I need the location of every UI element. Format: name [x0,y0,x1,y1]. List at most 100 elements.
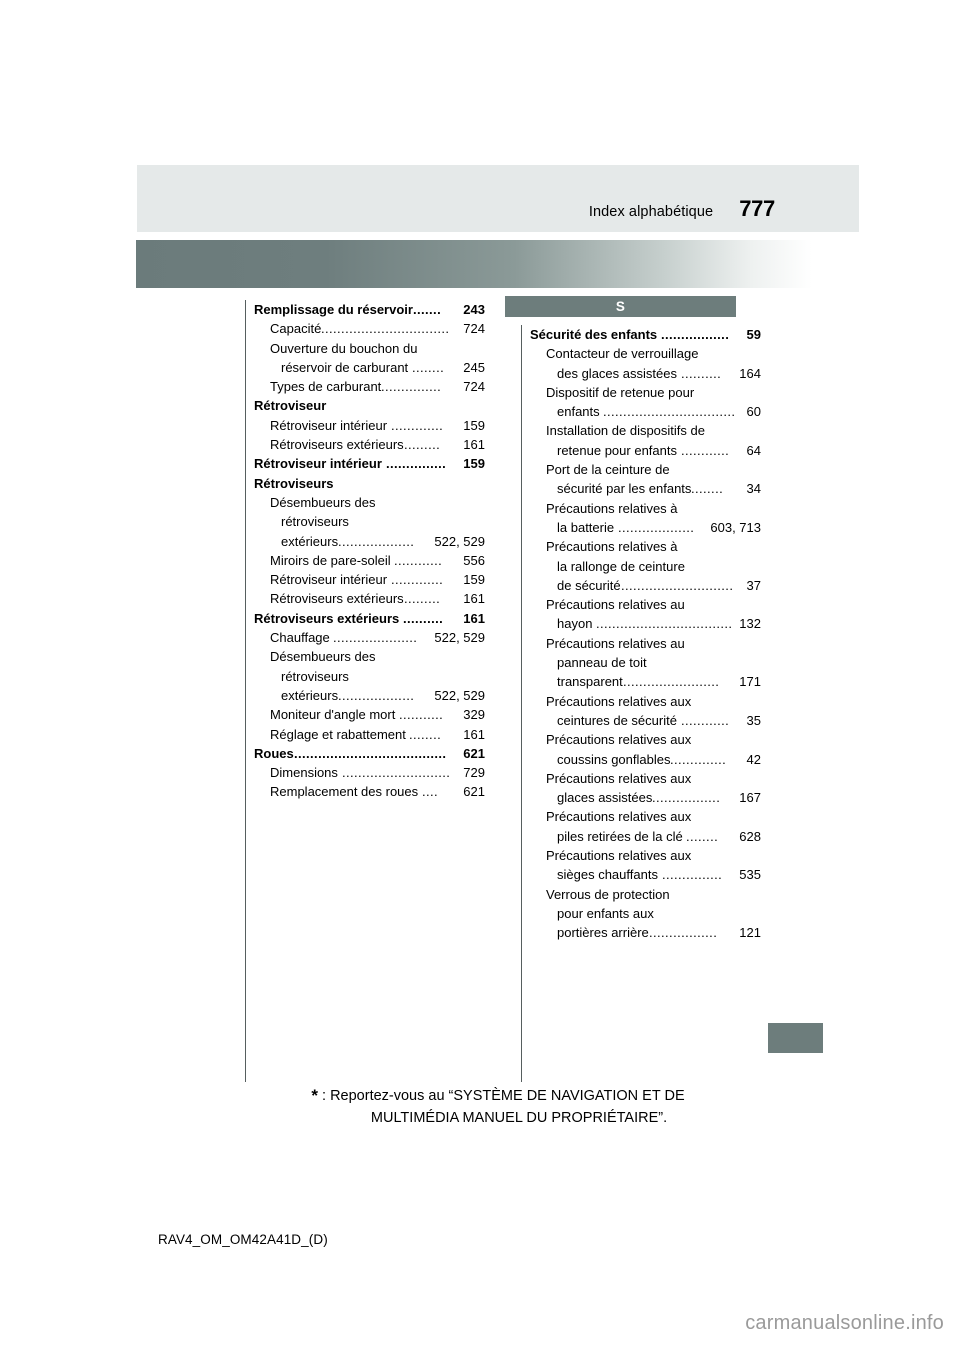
column-divider-rule [245,300,247,1082]
index-entry[interactable]: Rétroviseur intérieur 159............. [254,416,485,435]
index-entry-label: Rétroviseurs [254,475,334,491]
index-entry[interactable]: sécurité par les enfants 34........ [530,479,761,498]
index-entry[interactable]: Précautions relatives aux [530,846,761,865]
index-entry-leader: ........ [412,359,445,375]
index-entry[interactable]: Précautions relatives à [530,499,761,518]
index-entry-label: Précautions relatives à [546,539,678,555]
index-entry-label: Rétroviseurs extérieurs [254,610,403,626]
section-side-tab [768,1023,823,1053]
index-entry-leader: ............... [381,379,442,395]
index-entry[interactable]: Rétroviseurs extérieurs 161.......... [254,609,485,628]
index-entry[interactable]: glaces assistées 167................. [530,788,761,807]
index-entry-leader: ........ [686,828,719,844]
index-entry[interactable]: rétroviseurs [254,667,485,686]
index-entry[interactable]: Rétroviseurs extérieurs 161......... [254,589,485,608]
index-entry-label: Rétroviseur intérieur [254,456,386,472]
index-entry[interactable]: Désembueurs des [254,493,485,512]
index-entry[interactable]: Remplissage du réservoir 243....... [254,300,485,319]
index-entry-label: rétroviseurs [281,668,349,684]
index-entry[interactable]: transparent 171........................ [530,672,761,691]
index-entry[interactable]: Roues 621................................… [254,744,485,763]
index-entry-label: extérieurs [281,687,339,703]
index-entry-label: de sécurité [557,577,621,593]
index-entry-leader: ........ [691,481,724,497]
index-entry[interactable]: Installation de dispositifs de [530,421,761,440]
index-entry-page: 522, 529 [434,533,485,549]
index-entry[interactable]: Sécurité des enfants 59................. [530,325,761,344]
index-entry[interactable]: rétroviseurs [254,512,485,531]
index-entry-leader: ........... [399,707,444,723]
index-entry[interactable]: Chauffage 522, 529..................... [254,628,485,647]
index-entry[interactable]: piles retirées de la clé 628........ [530,827,761,846]
index-entry[interactable]: Remplacement des roues 621.... [254,782,485,801]
index-entry-list: Remplissage du réservoir 243....... Capaci… [245,300,485,802]
index-entry-page: 724 [463,379,485,395]
header-title-row: Index alphabétique 777 [137,196,859,230]
index-entry[interactable]: Port de la ceinture de [530,460,761,479]
index-entry[interactable]: Rétroviseur intérieur 159............. [254,570,485,589]
index-entry-label: Moniteur d'angle mort [270,707,399,723]
index-entry[interactable]: Capacité 724.............................… [254,319,485,338]
index-entry[interactable]: Dimensions 729..........................… [254,763,485,782]
index-entry[interactable]: extérieurs 522, 529................... [254,532,485,551]
index-entry[interactable]: pour enfants aux [530,904,761,923]
index-entry[interactable]: Dispositif de retenue pour [530,383,761,402]
document-code: RAV4_OM_OM42A41D_(D) [158,1232,328,1247]
index-entry[interactable]: la rallonge de ceinture [530,557,761,576]
index-entry[interactable]: Types de carburant 724............... [254,377,485,396]
index-entry-label: Précautions relatives au [546,635,685,651]
index-entry[interactable]: enfants 60..............................… [530,402,761,421]
index-entry[interactable]: Désembueurs des [254,647,485,666]
index-entry-label: Capacité [270,321,322,337]
index-entry-label: Rétroviseur intérieur [270,417,391,433]
index-entry[interactable]: Rétroviseurs [254,474,485,493]
index-entry-page: 621 [463,745,485,761]
index-entry-label: Port de la ceinture de [546,462,670,478]
index-entry[interactable]: Miroirs de pare-soleil 556............ [254,551,485,570]
index-entry-label: la batterie [557,519,618,535]
index-entry[interactable]: de sécurité 37...........................… [530,576,761,595]
index-entry[interactable]: Rétroviseur [254,396,485,415]
index-entry-leader: ........................... [342,765,451,781]
index-entry-label: Précautions relatives à [546,500,678,516]
index-entry-leader: ........ [409,726,442,742]
watermark: carmanualsonline.info [745,1312,944,1334]
index-entry[interactable]: Précautions relatives à [530,537,761,556]
index-entry[interactable]: Précautions relatives aux [530,692,761,711]
index-entry-label: pour enfants aux [557,905,654,921]
index-entry-leader: ............ [681,712,730,728]
index-entry[interactable]: Verrous de protection [530,885,761,904]
index-entry-label: extérieurs [281,533,339,549]
index-entry[interactable]: coussins gonflables 42.............. [530,750,761,769]
index-entry-leader: ................... [618,519,695,535]
index-entry[interactable]: Rétroviseur intérieur 159............... [254,454,485,473]
index-entry[interactable]: Précautions relatives aux [530,730,761,749]
index-entry[interactable]: portières arrière 121................. [530,923,761,942]
index-entry[interactable]: réservoir de carburant 245........ [254,358,485,377]
index-entry[interactable]: Ouverture du bouchon du [254,339,485,358]
index-entry[interactable]: extérieurs 522, 529................... [254,686,485,705]
index-entry[interactable]: Précautions relatives au [530,595,761,614]
index-entry[interactable]: retenue pour enfants 64............ [530,441,761,460]
index-entry[interactable]: Moniteur d'angle mort 329........... [254,705,485,724]
index-entry-page: 556 [463,552,485,568]
asterisk-marker: * [311,1086,318,1105]
index-entry[interactable]: Réglage et rabattement 161........ [254,725,485,744]
index-column-left: Remplissage du réservoir 243....... Capaci… [245,300,485,1082]
index-entry[interactable]: Rétroviseurs extérieurs 161......... [254,435,485,454]
index-entry-leader: ................................. [603,404,736,420]
index-entry-page: 42 [746,751,761,767]
index-entry[interactable]: panneau de toit [530,653,761,672]
index-entry-leader: ................... [338,687,415,703]
index-entry[interactable]: des glaces assistées 164.......... [530,364,761,383]
index-entry[interactable]: la batterie 603, 713................... [530,518,761,537]
index-entry[interactable]: ceintures de sécurité 35............ [530,711,761,730]
index-entry[interactable]: Précautions relatives aux [530,769,761,788]
index-entry[interactable]: Précautions relatives au [530,634,761,653]
index-entry[interactable]: Contacteur de verrouillage [530,344,761,363]
index-entry[interactable]: hayon 132...............................… [530,614,761,633]
index-entry[interactable]: sièges chauffants 535............... [530,865,761,884]
header-band [137,165,859,232]
index-entry-page: 34 [746,481,761,497]
index-entry[interactable]: Précautions relatives aux [530,807,761,826]
